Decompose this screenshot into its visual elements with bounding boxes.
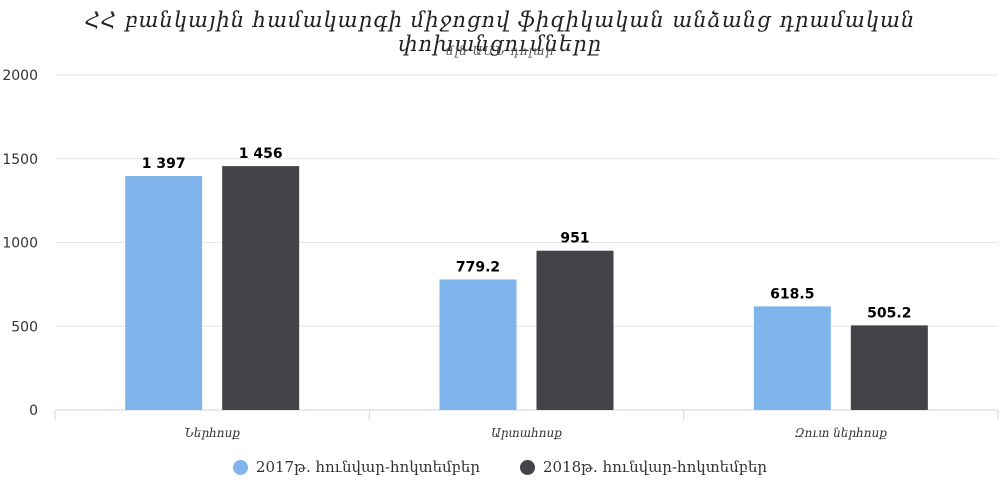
bar-2017 [753,306,831,410]
bar-2018 [536,250,614,410]
bar-2018 [222,166,300,410]
bar-2017 [439,279,517,410]
y-tick-label: 1500 [2,152,38,168]
chart-subtitle: մլն ԱՄՆ դոլար [445,44,555,58]
legend: 2017թ. հունվար-հոկտեմբեր 2018թ. հունվար-… [0,458,1000,476]
data-label: 1 397 [142,156,186,172]
data-label: 505.2 [867,305,911,321]
legend-swatch-2017 [232,459,248,475]
y-tick-label: 0 [29,403,38,419]
y-tick-label: 500 [11,319,38,335]
legend-label-2018: 2018թ. հունվար-հոկտեմբեր [543,458,768,476]
legend-item-2017[interactable]: 2017թ. հունվար-հոկտեմբեր [232,458,480,476]
data-label: 618.5 [770,286,814,302]
y-tick-label: 1000 [2,236,38,252]
data-label: 1 456 [239,146,283,162]
bar-2017 [125,176,203,410]
x-tick-label: Ներհոսք [184,426,240,440]
legend-item-2018[interactable]: 2018թ. հունվար-հոկտեմբեր [520,458,767,476]
legend-label-2017: 2017թ. հունվար-հոկտեմբեր [255,458,480,476]
x-tick-label: Զուտ ներհոսք [795,426,888,440]
x-tick-label: Արտահոսք [491,426,562,440]
bar-2018 [850,325,928,410]
y-tick-label: 2000 [2,68,38,84]
legend-swatch-2018 [520,459,535,475]
chart-title: ՀՀ բանկային համակարգի միջոցով ֆիզիկական … [84,8,916,56]
data-label: 951 [560,231,589,247]
data-label: 779.2 [456,259,500,275]
